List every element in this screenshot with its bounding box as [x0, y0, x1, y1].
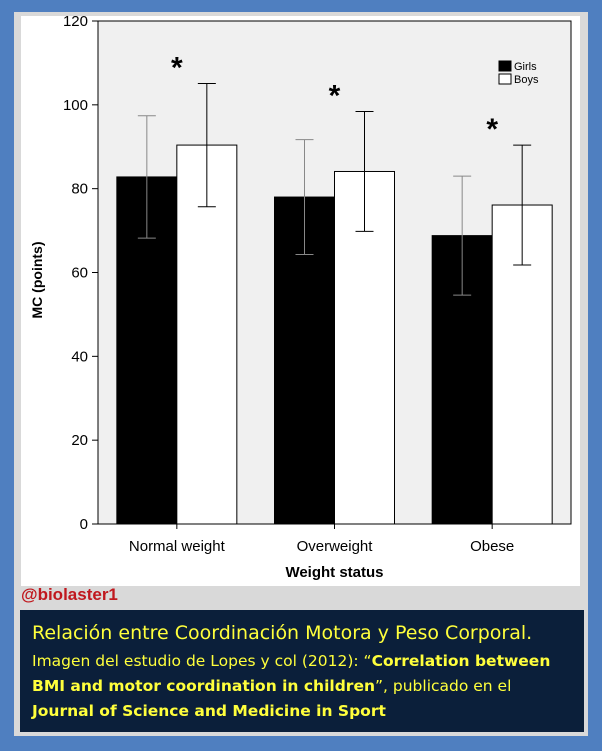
bar-chart: 0 20 40 60 80 100 120 MC (points) Normal weight *…	[29, 16, 572, 581]
significance-marker: *	[329, 80, 341, 113]
caption-prefix: Imagen del estudio de Lopes y col (2012)…	[32, 652, 372, 670]
y-tick-label: 100	[63, 97, 88, 114]
caption-title: Relación entre Coordinación Motora y Pes…	[32, 622, 533, 644]
caption-body: Imagen del estudio de Lopes y col (2012)…	[32, 649, 574, 724]
y-tick-label: 0	[80, 516, 88, 533]
chart-panel: 0 20 40 60 80 100 120 MC (points) Normal weight *…	[21, 16, 580, 586]
legend-label-boys: Boys	[514, 74, 539, 86]
y-tick-label: 60	[71, 265, 88, 282]
x-tick-label: Overweight	[297, 538, 374, 555]
legend-swatch-boys	[498, 73, 512, 85]
x-tick-label: Normal weight	[129, 538, 226, 555]
x-axis-label: Weight status	[285, 564, 383, 581]
y-tick-label: 40	[71, 348, 88, 365]
y-tick-label: 120	[63, 16, 88, 30]
caption-study-title: Correlation between BMI and motor coordi…	[32, 652, 551, 695]
x-tick-label: Obese	[470, 538, 514, 555]
caption-journal: Journal of Science and Medicine in Sport	[32, 702, 386, 720]
y-tick-label: 80	[71, 181, 88, 198]
y-axis-label: MC (points)	[29, 242, 45, 319]
significance-marker: *	[171, 51, 183, 84]
caption-box: Relación entre Coordinación Motora y Pes…	[20, 610, 584, 732]
legend-label-girls: Girls	[514, 61, 537, 73]
bar-boys	[176, 144, 238, 525]
legend-swatch-girls	[498, 60, 512, 72]
author-handle: @biolaster1	[21, 585, 118, 604]
y-tick-label: 20	[71, 432, 88, 449]
caption-middle: ”, publicado en el	[375, 677, 512, 695]
significance-marker: *	[486, 113, 498, 146]
